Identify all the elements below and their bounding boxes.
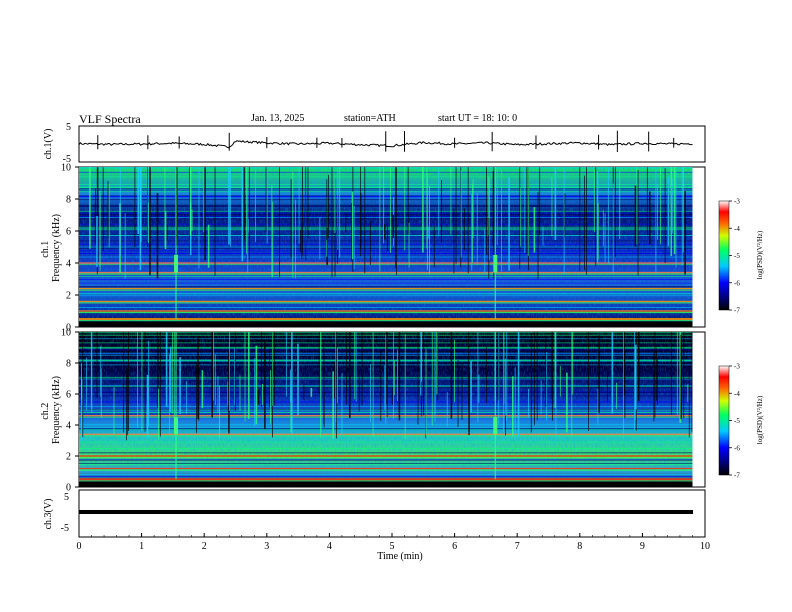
ch1-waveform-ylabel: ch.1(V) xyxy=(43,129,54,160)
ytick-label-0: 0 xyxy=(66,323,71,334)
ch1-waveform-spikes xyxy=(97,130,675,152)
ytick-label-0: 0 xyxy=(66,483,71,494)
ch1-waveform-panel: 5 -5 ch.1(V) xyxy=(43,122,706,165)
ch1-colorbar: -3 -4 -5 -6 -7 log(PSD)(V²/Hz) xyxy=(718,198,764,315)
ch3-waveform-ylabel: ch.3(V) xyxy=(43,499,54,530)
ch1-ytick-bottom: -5 xyxy=(63,154,71,165)
ytick-label-8: 8 xyxy=(66,195,71,206)
xtick-label-4: 4 xyxy=(327,541,332,552)
low-frequency-band xyxy=(79,321,693,327)
ytick-label-10: 10 xyxy=(61,163,71,174)
ch2-colorbar-ticks: -3 -4 -5 -6 -7 xyxy=(729,363,740,480)
date-label: Jan. 13, 2025 xyxy=(251,113,305,124)
xtick-label-5: 5 xyxy=(390,541,395,552)
ytick-label-10: 10 xyxy=(61,328,71,339)
ch2-colorbar-label: log(PSD)(V²/Hz) xyxy=(756,395,764,444)
start-time-label: start UT = 18: 10: 0 xyxy=(438,113,518,124)
colorbar-tick-label--5: -5 xyxy=(734,417,740,425)
ch3-ytick-bottom: -5 xyxy=(61,523,69,534)
xtick-label-6: 6 xyxy=(452,541,457,552)
xtick-label-3: 3 xyxy=(264,541,269,552)
low-frequency-band xyxy=(79,481,693,487)
ytick-label-4: 4 xyxy=(66,259,71,270)
time-axis: 0 1 2 3 4 5 6 7 8 9 10 xyxy=(77,533,710,552)
ch2-spectrogram-panel: ch.2 Frequency (kHz) 0 2 4 6 8 10 xyxy=(40,328,706,494)
ch1-colorbar-label: log(PSD)(V²/Hz) xyxy=(756,230,764,279)
ytick-label-8: 8 xyxy=(66,359,71,370)
ytick-label-2: 2 xyxy=(66,452,71,463)
xtick-label-0: 0 xyxy=(77,541,82,552)
ch2-spectrogram-ylabel: ch.2 Frequency (kHz) xyxy=(40,376,62,444)
colorbar-tick-label--5: -5 xyxy=(734,252,740,260)
colorbar-tick-label--4: -4 xyxy=(734,225,740,233)
colorbar-tick-label--6: -6 xyxy=(734,279,740,287)
colorbar-tick-label--7: -7 xyxy=(734,307,740,315)
time-axis-label: Time (min) xyxy=(377,551,422,562)
ch1-spectrogram-ylabel: ch.1 Frequency (kHz) xyxy=(40,214,62,282)
ch2-colorbar-gradient xyxy=(718,365,730,476)
ch1-colorbar-ticks: -3 -4 -5 -6 -7 xyxy=(729,198,740,315)
ch1-ytick-top: 5 xyxy=(66,122,71,133)
xtick-label-1: 1 xyxy=(139,541,144,552)
xtick-label-2: 2 xyxy=(202,541,207,552)
ytick-label-4: 4 xyxy=(66,421,71,432)
chart-title: VLF Spectra xyxy=(79,112,141,126)
colorbar-tick-label--6: -6 xyxy=(734,444,740,452)
ytick-label-6: 6 xyxy=(66,227,71,238)
xtick-label-7: 7 xyxy=(515,541,520,552)
ch1-colorbar-gradient xyxy=(718,200,730,311)
colorbar-tick-label--4: -4 xyxy=(734,390,740,398)
ch1-spectrogram-yticks: 0 2 4 6 8 10 xyxy=(61,163,79,334)
colorbar-tick-label--3: -3 xyxy=(734,198,740,206)
ch2-colorbar: -3 -4 -5 -6 -7 log(PSD)(V²/Hz) xyxy=(718,363,764,480)
station-label: station=ATH xyxy=(344,113,396,124)
ch1-spectrogram xyxy=(79,167,693,327)
ch1-spectrogram-panel: ch.1 Frequency (kHz) 0 2 4 6 8 10 xyxy=(40,163,706,334)
xtick-label-8: 8 xyxy=(577,541,582,552)
ytick-label-2: 2 xyxy=(66,291,71,302)
ch3-waveform-line xyxy=(79,510,693,514)
xtick-label-9: 9 xyxy=(640,541,645,552)
xtick-label-10: 10 xyxy=(700,541,710,552)
colorbar-tick-label--3: -3 xyxy=(734,363,740,371)
colorbar-tick-label--7: -7 xyxy=(734,472,740,480)
ch3-waveform-panel: 5 -5 ch.3(V) xyxy=(43,489,706,538)
ytick-label-6: 6 xyxy=(66,390,71,401)
ch2-spectrogram xyxy=(79,332,693,487)
ch3-ytick-top: 5 xyxy=(64,492,69,503)
ch2-spectrogram-yticks: 0 2 4 6 8 10 xyxy=(61,328,79,494)
